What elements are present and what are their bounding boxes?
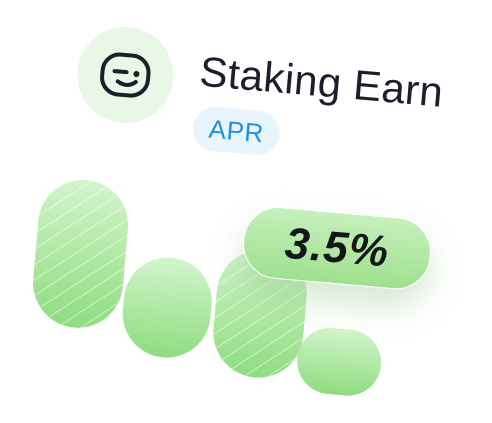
bar-2	[122, 257, 212, 358]
smile-face-icon	[100, 52, 151, 98]
apr-value: 3.5%	[282, 218, 392, 277]
bar-1	[29, 176, 132, 332]
bar-3	[209, 246, 311, 382]
bar-4	[297, 327, 382, 396]
avatar	[73, 23, 178, 128]
